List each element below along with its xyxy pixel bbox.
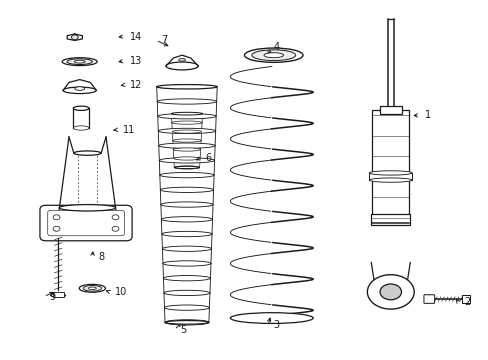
Ellipse shape	[161, 202, 213, 207]
Ellipse shape	[161, 217, 212, 222]
Ellipse shape	[162, 246, 211, 251]
Ellipse shape	[178, 58, 185, 61]
Ellipse shape	[173, 157, 200, 160]
Ellipse shape	[174, 166, 199, 169]
Circle shape	[53, 215, 60, 220]
Text: 10: 10	[115, 287, 127, 297]
Ellipse shape	[164, 320, 208, 324]
Ellipse shape	[163, 261, 210, 266]
Ellipse shape	[165, 62, 198, 70]
Ellipse shape	[164, 305, 209, 310]
Ellipse shape	[174, 166, 199, 168]
Ellipse shape	[157, 85, 217, 89]
Ellipse shape	[162, 231, 212, 237]
Ellipse shape	[160, 172, 214, 178]
Bar	[53, 292, 63, 297]
Bar	[371, 110, 408, 223]
Ellipse shape	[159, 143, 215, 148]
Ellipse shape	[83, 285, 102, 291]
Text: 2: 2	[463, 297, 469, 307]
Text: 5: 5	[180, 325, 186, 335]
Ellipse shape	[67, 59, 92, 64]
Ellipse shape	[171, 112, 202, 115]
Ellipse shape	[158, 128, 215, 134]
Bar	[379, 106, 401, 114]
Ellipse shape	[75, 87, 84, 90]
Ellipse shape	[164, 320, 208, 325]
Ellipse shape	[88, 287, 96, 289]
Ellipse shape	[173, 148, 200, 151]
Ellipse shape	[163, 275, 210, 281]
Ellipse shape	[163, 290, 209, 296]
Ellipse shape	[230, 313, 313, 323]
Ellipse shape	[157, 99, 216, 104]
Ellipse shape	[73, 126, 89, 130]
Ellipse shape	[74, 60, 85, 63]
Circle shape	[71, 35, 78, 40]
Bar	[462, 296, 469, 303]
Text: 1: 1	[424, 111, 430, 121]
Ellipse shape	[79, 284, 105, 292]
Ellipse shape	[74, 151, 101, 155]
Text: 6: 6	[205, 153, 211, 163]
Ellipse shape	[62, 58, 97, 66]
Text: 12: 12	[130, 80, 142, 90]
Text: 14: 14	[130, 32, 142, 41]
Bar	[368, 173, 411, 180]
Ellipse shape	[159, 158, 214, 163]
Circle shape	[112, 215, 119, 220]
Ellipse shape	[63, 87, 96, 94]
FancyBboxPatch shape	[40, 205, 132, 241]
Ellipse shape	[59, 204, 116, 211]
Ellipse shape	[172, 130, 201, 133]
Ellipse shape	[244, 48, 303, 62]
Ellipse shape	[172, 139, 201, 142]
Ellipse shape	[368, 171, 411, 175]
Text: 3: 3	[273, 320, 279, 330]
Text: 7: 7	[161, 35, 167, 45]
Circle shape	[379, 284, 401, 300]
Ellipse shape	[160, 187, 213, 193]
FancyBboxPatch shape	[423, 295, 434, 303]
Text: 13: 13	[130, 56, 142, 66]
Ellipse shape	[73, 106, 89, 111]
Text: 11: 11	[122, 125, 135, 135]
Text: 9: 9	[49, 292, 56, 302]
Text: 8: 8	[98, 252, 104, 262]
Ellipse shape	[158, 113, 216, 119]
Ellipse shape	[264, 53, 283, 58]
Ellipse shape	[51, 294, 65, 297]
Bar	[370, 214, 409, 225]
Ellipse shape	[368, 178, 411, 182]
Circle shape	[53, 226, 60, 231]
Text: 4: 4	[273, 42, 279, 52]
Ellipse shape	[171, 121, 202, 124]
Circle shape	[112, 226, 119, 231]
Ellipse shape	[251, 50, 295, 60]
Circle shape	[366, 275, 413, 309]
